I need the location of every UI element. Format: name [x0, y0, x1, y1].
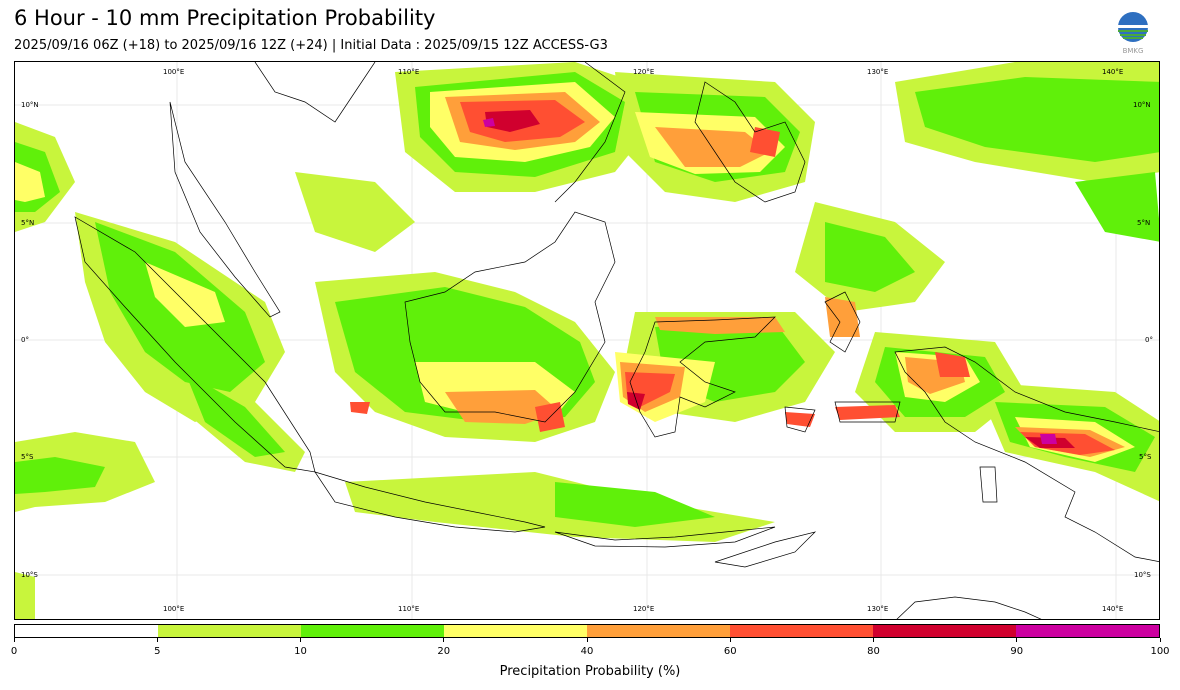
colorbar-tick-label: 5 — [154, 646, 161, 657]
colorbar-segment — [444, 625, 587, 637]
colorbar-tick-label: 0 — [10, 646, 18, 657]
colorbar-title: Precipitation Probability (%) — [499, 664, 681, 679]
colorbar-segment — [158, 625, 301, 637]
lon-label-bottom: 100°E — [163, 605, 185, 613]
colorbar — [14, 624, 1160, 638]
lat-label-left: 0° — [21, 336, 29, 344]
lat-label-right: 5°N — [1137, 219, 1151, 227]
lat-label-left: 10°N — [21, 101, 39, 109]
colorbar-tick — [1016, 638, 1018, 642]
colorbar-tick — [443, 638, 445, 642]
colorbar-segment — [587, 625, 730, 637]
lon-label-bottom: 140°E — [1102, 605, 1124, 613]
lon-label-bottom: 120°E — [633, 605, 655, 613]
colorbar-tick-label: 10 — [294, 646, 307, 657]
bmkg-logo: BMKG — [1114, 10, 1152, 56]
colorbar-segment — [873, 625, 1016, 637]
colorbar-segment — [301, 625, 444, 637]
lat-label-left: 10°S — [21, 571, 38, 579]
colorbar-tick — [300, 638, 301, 642]
colorbar-tick-label: 20 — [437, 646, 451, 657]
lat-label-right: 0° — [1145, 336, 1153, 344]
chart-subtitle: 2025/09/16 06Z (+18) to 2025/09/16 12Z (… — [14, 38, 608, 53]
lon-label-top: 130°E — [867, 68, 889, 76]
lon-label-top: 120°E — [633, 68, 655, 76]
lon-label-top: 100°E — [163, 68, 185, 76]
lat-label-right: 10°N — [1133, 101, 1151, 109]
colorbar-tick-label: 90 — [1010, 646, 1024, 657]
colorbar-segment — [730, 625, 873, 637]
chart-title: 6 Hour - 10 mm Precipitation Probability — [14, 6, 436, 30]
lon-label-top: 140°E — [1102, 68, 1124, 76]
lon-label-top: 110°E — [398, 68, 420, 76]
colorbar-tick — [586, 638, 588, 642]
svg-text:BMKG: BMKG — [1123, 47, 1144, 55]
colorbar-tick — [156, 638, 158, 642]
coastlines — [74, 62, 1159, 619]
lat-label-right: 10°S — [1134, 571, 1151, 579]
lon-label-bottom: 130°E — [867, 605, 889, 613]
colorbar-tick — [729, 638, 731, 642]
colorbar-tick-label: 60 — [723, 646, 737, 657]
colorbar-tick-label: 80 — [867, 646, 880, 657]
lat-label-left: 5°S — [21, 453, 34, 461]
colorbar-tick-label: 100 — [1150, 646, 1170, 657]
colorbar-tick — [1159, 638, 1161, 642]
colorbar-segment — [15, 625, 158, 637]
colorbar-tick — [13, 638, 15, 642]
lon-label-bottom: 110°E — [398, 605, 420, 613]
lat-label-left: 5°N — [21, 219, 35, 227]
colorbar-segment — [1016, 625, 1159, 637]
colorbar-tick-label: 40 — [580, 646, 594, 657]
prob-level-90 — [483, 118, 1057, 444]
precipitation-map: 100°E 110°E 120°E 130°E 140°E 100°E 110°… — [14, 61, 1160, 620]
colorbar-tick — [873, 638, 874, 642]
lat-label-right: 5°S — [1139, 453, 1152, 461]
